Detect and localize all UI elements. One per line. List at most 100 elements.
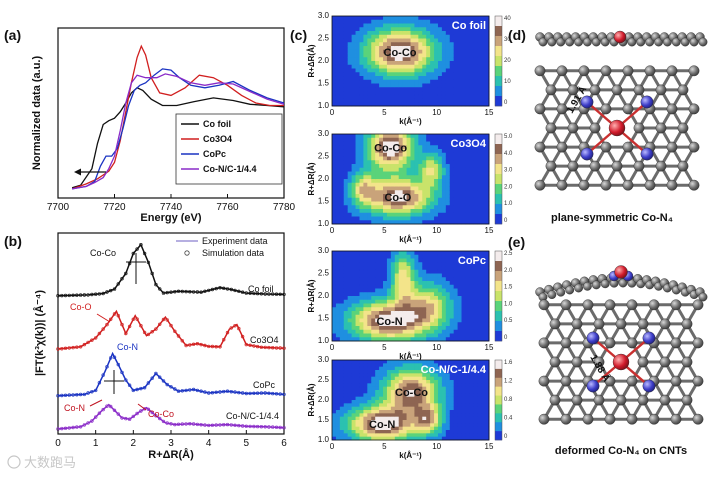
wavelet-cell-2-31-12 — [453, 296, 459, 301]
wavelet-cell-2-32-17 — [457, 314, 462, 319]
wavelet-cell-0-0-2 — [332, 23, 337, 28]
wavelet-cell-0-25-11 — [430, 57, 435, 62]
wavelet-cell-2-35-12 — [469, 296, 474, 301]
panel-b-sim-point-2-48 — [237, 390, 241, 395]
wavelet-cell-1-37-13 — [477, 182, 482, 187]
wavelet-cell-2-28-19 — [441, 322, 447, 327]
wavelet-cell-0-34-14 — [465, 68, 470, 73]
wavelet-cell-1-37-12 — [477, 179, 482, 184]
wavelet-cell-3-34-16 — [465, 413, 470, 418]
panel-b-sim-point-2-40 — [207, 391, 211, 395]
wavelet-cell-0-12-3 — [379, 27, 384, 32]
panel-b-sim-point-2-31 — [173, 387, 177, 391]
wavelet-cell-3-17-5 — [398, 376, 404, 381]
wavelet-cell-0-30-12 — [449, 61, 455, 66]
wavelet-cell-2-7-23 — [359, 337, 364, 342]
panel-b-sim-point-2-56 — [267, 391, 271, 395]
wavelet-cell-3-36-5 — [473, 376, 478, 381]
panel-d-caption: plane-symmetric Co-N₄ — [551, 212, 673, 224]
wavelet-cell-1-30-14 — [449, 186, 455, 191]
wavelet-cell-1-5-18 — [351, 201, 356, 206]
wavelet-cell-3-5-1 — [351, 363, 356, 368]
wavelet-cell-3-1-16 — [335, 413, 341, 418]
wavelet-title-1: Co3O4 — [451, 138, 487, 150]
wavelet-cell-2-31-20 — [453, 326, 459, 331]
panel-a-legend-label-0: Co foil — [203, 119, 231, 129]
wavelet-cell-2-39-7 — [485, 277, 490, 282]
panel-b-sim-point-2-0 — [56, 394, 60, 398]
wavelet-cell-1-17-16 — [398, 194, 404, 199]
panel-b-sim-point-3-43 — [218, 423, 222, 427]
wavelet-cell-2-27-15 — [437, 307, 443, 312]
wavelet-cell-0-28-20 — [441, 91, 447, 96]
wavelet-cell-3-37-21 — [477, 430, 482, 434]
wavelet-cell-1-29-8 — [445, 164, 451, 169]
wavelet-cell-2-18-19 — [402, 322, 407, 327]
wavelet-cell-1-31-9 — [453, 167, 459, 172]
wavelet-cell-0-30-18 — [449, 83, 455, 88]
wavelet-cell-1-34-19 — [465, 205, 470, 210]
wavelet-cell-0-1-12 — [335, 61, 341, 66]
wavelet-cell-0-21-0 — [414, 16, 419, 21]
wavelet-cell-0-36-1 — [473, 19, 478, 24]
wavelet-cell-1-38-17 — [481, 197, 486, 202]
wavelet-cell-1-31-7 — [453, 160, 459, 165]
wavelet-cell-0-33-6 — [461, 38, 466, 43]
wavelet-cell-1-34-2 — [465, 141, 470, 146]
wavelet-cell-1-11-11 — [375, 175, 380, 180]
wavelet-cell-3-3-21 — [343, 430, 349, 434]
wavelet-cell-3-29-18 — [445, 420, 451, 424]
wavelet-cell-1-14-9 — [386, 167, 392, 172]
wavelet-cell-1-5-5 — [351, 152, 356, 157]
wavelet-cell-0-37-17 — [477, 79, 482, 84]
wavelet-cell-3-22-18 — [418, 420, 423, 424]
wavelet-cell-2-20-3 — [410, 262, 415, 267]
wavelet-cell-2-17-14 — [398, 303, 404, 308]
wavelet-cell-3-35-12 — [469, 400, 474, 404]
wavelet-cell-1-17-10 — [398, 171, 404, 176]
wavelet-cell-3-12-4 — [379, 373, 384, 378]
wavelet-cell-0-15-4 — [390, 31, 396, 36]
wavelet-cell-0-20-1 — [410, 19, 415, 24]
wavelet-cell-3-0-17 — [332, 416, 337, 421]
wavelet-cell-2-20-6 — [410, 273, 415, 278]
wavelet-cell-2-28-17 — [441, 314, 447, 319]
e-c-atom-49 — [648, 413, 660, 425]
wavelet-cell-0-6-0 — [355, 16, 360, 21]
wavelet-cell-3-29-19 — [445, 423, 451, 428]
wavelet-cell-1-18-10 — [402, 171, 407, 176]
wavelet-cell-3-31-20 — [453, 426, 459, 431]
wavelet-cell-1-18-15 — [402, 190, 407, 195]
wavelet-cell-2-5-4 — [351, 266, 356, 271]
wavelet-cell-1-24-22 — [426, 216, 431, 221]
e-c-atom-36 — [692, 375, 704, 387]
wavelet-cell-0-15-6 — [390, 38, 396, 43]
wavelet-ytick-3-3: 2.5 — [318, 375, 330, 384]
wavelet-cell-3-4-12 — [347, 400, 353, 404]
wavelet-cell-2-19-2 — [406, 258, 411, 263]
wavelet-cell-1-32-7 — [457, 160, 462, 165]
wavelet-cell-0-15-14 — [390, 68, 396, 73]
wavelet-cell-3-13-6 — [383, 380, 388, 384]
wavelet-cell-3-8-21 — [363, 430, 368, 434]
wavelet-cell-2-34-8 — [465, 281, 470, 286]
wavelet-cell-1-8-6 — [363, 156, 368, 161]
wavelet-cell-3-13-9 — [383, 390, 388, 394]
wavelet-cell-2-35-6 — [469, 273, 474, 278]
wavelet-cell-1-30-16 — [449, 194, 455, 199]
wavelet-cell-1-3-0 — [343, 134, 349, 139]
wavelet-cell-1-38-5 — [481, 152, 486, 157]
wavelet-cell-3-5-19 — [351, 423, 356, 428]
wavelet-cell-3-6-0 — [355, 360, 360, 364]
wavelet-cell-0-15-22 — [390, 98, 396, 103]
wavelet-cell-2-10-8 — [371, 281, 376, 286]
wavelet-cell-0-39-19 — [485, 87, 490, 92]
wavelet-cell-2-36-21 — [473, 329, 478, 334]
wavelet-cell-0-5-2 — [351, 23, 356, 28]
wavelet-cell-1-4-20 — [347, 209, 353, 214]
wavelet-cell-1-20-5 — [410, 152, 415, 157]
wavelet-cell-2-31-7 — [453, 277, 459, 282]
wavelet-cell-3-30-22 — [449, 433, 455, 438]
wavelet-cell-3-4-2 — [347, 366, 353, 371]
wavelet-cell-3-4-1 — [347, 363, 353, 368]
